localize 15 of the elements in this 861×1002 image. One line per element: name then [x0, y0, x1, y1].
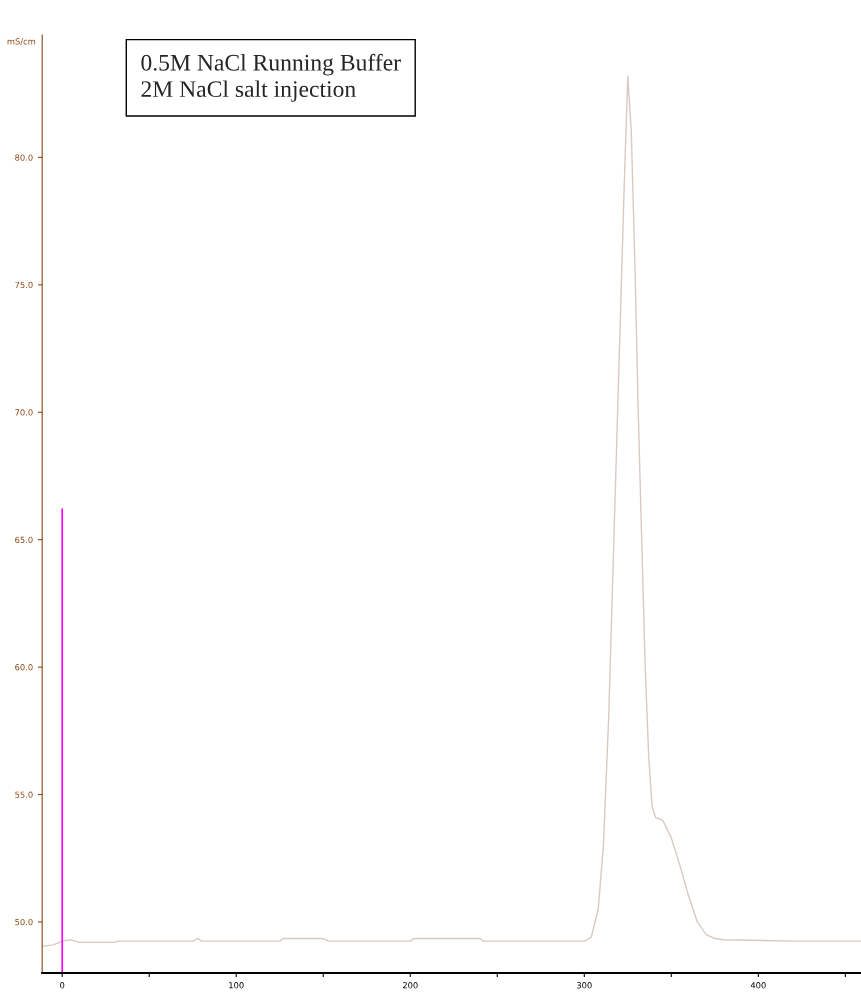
x-tick-label: 200: [402, 982, 418, 989]
y-tick-label: 80.0: [15, 154, 33, 161]
x-tick-label: 300: [576, 982, 592, 989]
x-tick-label: 0: [60, 982, 65, 989]
line-series: [42, 75, 861, 947]
x-tick-label: 400: [750, 982, 766, 989]
y-tick-label: 75.0: [15, 281, 33, 289]
y-tick-label: 50.0: [15, 918, 33, 926]
x-tick-label: 100: [229, 982, 244, 989]
y-tick-label: 70.0: [15, 409, 33, 416]
y-tick-label: 55.0: [15, 791, 33, 798]
y-tick-label: 60.0: [15, 664, 33, 671]
y-tick-label: 65.0: [15, 536, 33, 543]
y-axis-title: mS/cm: [7, 38, 36, 46]
annotation: 0.5M NaCl Running Buffer 2M NaCl salt injection: [141, 53, 401, 102]
